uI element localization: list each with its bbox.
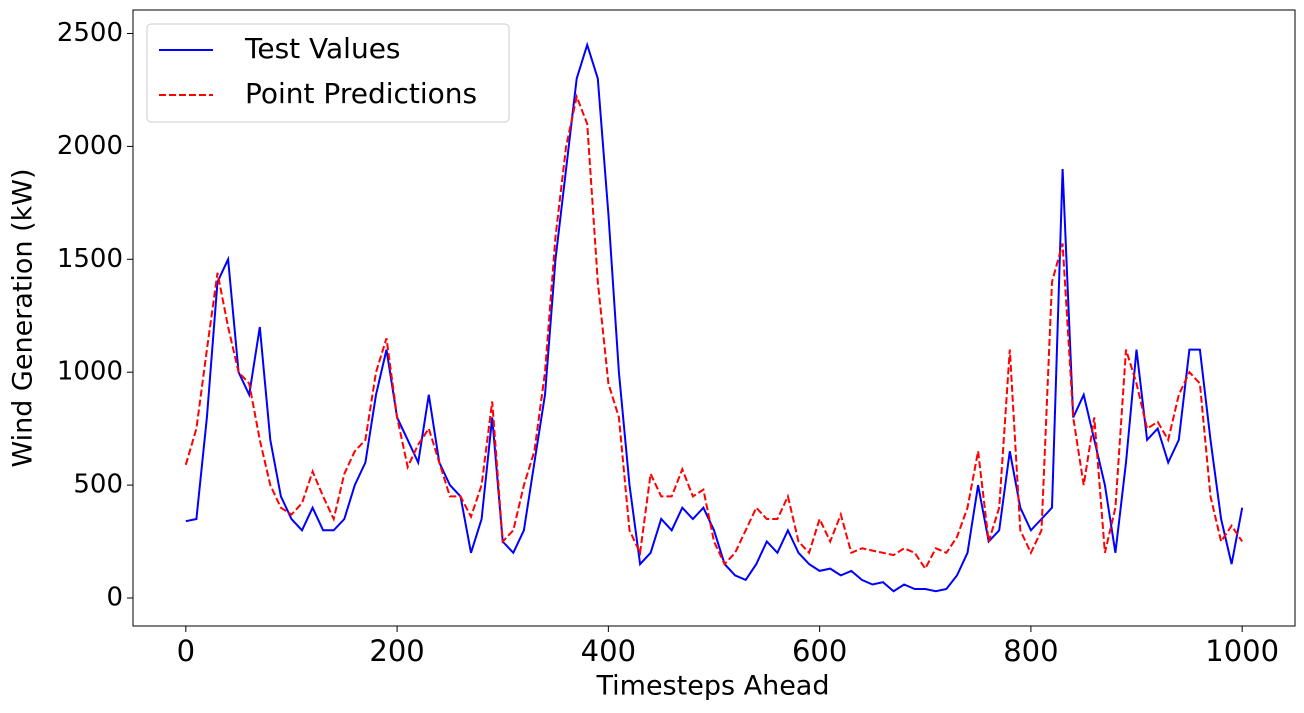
legend-label: Test Values <box>244 32 401 65</box>
x-tick-label: 1000 <box>1205 634 1279 668</box>
y-tick-label: 500 <box>73 470 123 500</box>
x-tick-label: 800 <box>1003 634 1058 668</box>
legend-label: Point Predictions <box>245 77 477 110</box>
y-axis-label: Wind Generation (kW) <box>8 168 39 467</box>
legend-box <box>146 23 510 123</box>
series-line <box>184 93 1244 571</box>
series-line <box>185 41 1244 593</box>
plot-frame <box>132 9 1296 627</box>
x-axis-label: Timesteps Ahead <box>595 671 829 702</box>
x-tick-label: 200 <box>369 634 424 668</box>
y-tick-label: 1500 <box>57 244 123 274</box>
x-tick-label: 0 <box>177 634 195 668</box>
y-tick-label: 1000 <box>57 357 123 387</box>
y-tick-label: 0 <box>106 583 123 613</box>
y-tick-label: 2000 <box>57 131 123 161</box>
x-tick-label: 600 <box>792 634 847 668</box>
x-tick-label: 400 <box>581 634 636 668</box>
y-tick-label: 2500 <box>57 18 123 48</box>
